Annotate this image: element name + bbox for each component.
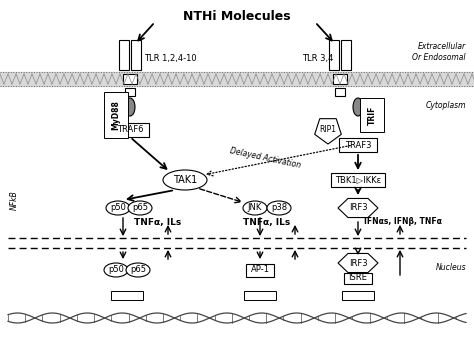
Ellipse shape: [104, 263, 128, 277]
FancyBboxPatch shape: [123, 74, 137, 84]
Text: TBK1▷IKKε: TBK1▷IKKε: [335, 175, 381, 185]
FancyBboxPatch shape: [244, 290, 276, 299]
Text: p65: p65: [130, 266, 146, 274]
FancyBboxPatch shape: [335, 88, 345, 96]
FancyBboxPatch shape: [333, 74, 347, 84]
FancyBboxPatch shape: [246, 264, 274, 276]
Text: Delayed Activation: Delayed Activation: [229, 146, 301, 170]
Text: TLR 1,2,4-10: TLR 1,2,4-10: [144, 53, 197, 63]
Text: ISRE: ISRE: [348, 273, 367, 283]
Text: TNFα, ILs: TNFα, ILs: [134, 217, 182, 226]
FancyBboxPatch shape: [119, 40, 129, 70]
FancyBboxPatch shape: [342, 290, 374, 299]
Polygon shape: [315, 119, 341, 144]
Text: Cytoplasm: Cytoplasm: [426, 100, 466, 110]
Ellipse shape: [163, 170, 207, 190]
FancyBboxPatch shape: [339, 138, 377, 152]
FancyBboxPatch shape: [125, 88, 135, 96]
Text: p65: p65: [132, 203, 148, 213]
Text: TLR 3,4: TLR 3,4: [302, 53, 333, 63]
FancyBboxPatch shape: [331, 173, 385, 187]
Text: Nucleus: Nucleus: [436, 264, 466, 272]
Text: TRAF3: TRAF3: [345, 141, 371, 149]
Text: TNFα, ILs: TNFα, ILs: [243, 217, 291, 226]
Polygon shape: [338, 254, 378, 272]
Text: IRF3: IRF3: [349, 259, 367, 267]
Text: p38: p38: [271, 203, 287, 213]
Text: TAK1: TAK1: [173, 175, 197, 185]
Ellipse shape: [353, 98, 363, 116]
Text: IFNαs, IFNβ, TNFα: IFNαs, IFNβ, TNFα: [364, 217, 442, 226]
FancyBboxPatch shape: [329, 40, 339, 70]
Text: Extracellular
Or Endosomal: Extracellular Or Endosomal: [412, 42, 466, 62]
FancyBboxPatch shape: [111, 290, 143, 299]
Ellipse shape: [267, 201, 291, 215]
Ellipse shape: [243, 201, 267, 215]
Ellipse shape: [106, 201, 130, 215]
Text: MyD88: MyD88: [111, 100, 120, 130]
Text: TRAF6: TRAF6: [117, 125, 143, 135]
Text: TRIF: TRIF: [367, 105, 376, 125]
Ellipse shape: [128, 201, 152, 215]
Text: NTHi Molecules: NTHi Molecules: [183, 10, 291, 23]
Ellipse shape: [126, 263, 150, 277]
Text: JNK: JNK: [248, 203, 262, 213]
Text: p50: p50: [110, 203, 126, 213]
FancyBboxPatch shape: [131, 40, 141, 70]
FancyBboxPatch shape: [341, 40, 351, 70]
Text: p50: p50: [108, 266, 124, 274]
FancyBboxPatch shape: [111, 123, 149, 137]
Ellipse shape: [125, 98, 135, 116]
Text: AP-1: AP-1: [250, 266, 270, 274]
Text: RIP1: RIP1: [319, 125, 337, 135]
Polygon shape: [338, 198, 378, 218]
Text: NFkB: NFkB: [9, 190, 18, 210]
Text: IRF3: IRF3: [349, 203, 367, 213]
FancyBboxPatch shape: [344, 272, 372, 284]
